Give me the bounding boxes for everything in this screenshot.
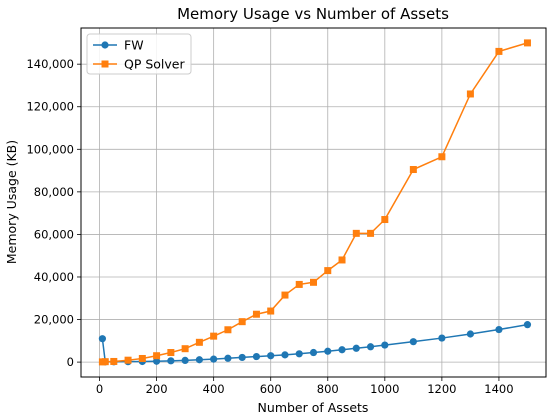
data-point <box>238 318 246 326</box>
legend-label: FW <box>124 38 144 53</box>
data-point <box>409 338 417 346</box>
data-point <box>367 229 375 237</box>
data-point <box>181 345 189 353</box>
data-point <box>224 354 232 362</box>
y-tick-label: 0 <box>67 355 74 369</box>
legend-label: QP Solver <box>124 57 185 72</box>
data-point <box>352 344 360 352</box>
y-tick-label: 100,000 <box>26 142 74 156</box>
legend: FW QP Solver <box>86 33 192 75</box>
data-point <box>338 256 346 264</box>
data-point <box>195 338 203 346</box>
y-tick-label: 120,000 <box>26 100 74 114</box>
data-point <box>153 352 161 360</box>
legend-marker <box>101 60 109 68</box>
legend-item: QP Solver <box>93 57 185 72</box>
data-point <box>210 332 218 340</box>
data-point <box>238 353 246 362</box>
data-point <box>466 330 475 338</box>
data-point <box>252 310 260 318</box>
data-point <box>124 356 132 364</box>
data-point <box>195 356 203 364</box>
legend-marker <box>101 41 109 49</box>
data-point <box>267 307 275 315</box>
data-point <box>366 343 375 351</box>
y-tick-label: 20,000 <box>34 313 74 327</box>
data-point <box>267 352 275 360</box>
x-tick-label: 1400 <box>484 382 513 396</box>
series-line <box>102 42 528 363</box>
y-tick-label: 140,000 <box>26 57 74 71</box>
data-point <box>167 357 175 365</box>
data-point <box>324 267 332 275</box>
x-tick-label: 1200 <box>427 382 456 396</box>
data-point <box>309 348 318 357</box>
data-point <box>98 335 106 343</box>
data-point <box>152 357 161 365</box>
data-point <box>352 229 360 237</box>
data-point <box>310 278 317 286</box>
data-point <box>523 321 532 329</box>
y-axis-label: Memory Usage (KB) <box>4 140 19 264</box>
data-point <box>181 356 189 365</box>
ticks: 0 200 400 600 800 1000 1200 1400 0 20,000 40,000 60… <box>26 57 513 396</box>
legend-item: FW <box>93 38 144 53</box>
data-point <box>281 351 289 359</box>
data-point <box>381 216 389 224</box>
series-qp-solver <box>98 39 531 366</box>
data-point <box>281 291 289 299</box>
data-point <box>110 357 118 365</box>
x-tick-label: 200 <box>146 382 168 396</box>
x-tick-label: 600 <box>260 382 282 396</box>
chart-title: Memory Usage vs Number of Assets <box>177 5 449 23</box>
data-point <box>224 326 232 334</box>
data-point <box>438 334 446 342</box>
data-point <box>466 90 474 98</box>
y-tick-label: 60,000 <box>34 227 74 241</box>
data-point <box>338 346 346 354</box>
x-axis-label: Number of Assets <box>258 400 369 415</box>
series-layer <box>98 39 532 366</box>
data-point <box>295 350 303 358</box>
x-tick-label: 800 <box>317 382 339 396</box>
data-point <box>252 352 261 361</box>
data-point <box>409 166 417 174</box>
data-point <box>438 153 446 161</box>
x-tick-label: 400 <box>203 382 225 396</box>
x-tick-label: 0 <box>96 382 103 396</box>
data-point <box>495 325 503 334</box>
grid <box>81 28 546 377</box>
y-tick-label: 40,000 <box>34 270 74 284</box>
data-point <box>295 280 303 288</box>
plot-frame <box>80 27 547 378</box>
data-point <box>523 39 531 47</box>
series-fw <box>98 321 532 366</box>
data-point <box>324 347 332 355</box>
data-point <box>167 349 175 357</box>
y-tick-label: 80,000 <box>34 185 74 199</box>
data-point <box>138 354 146 362</box>
data-point <box>381 341 389 349</box>
x-tick-label: 1000 <box>370 382 399 396</box>
data-point <box>101 358 109 366</box>
data-point <box>210 355 218 363</box>
series-line <box>101 323 528 363</box>
data-point <box>495 47 503 55</box>
